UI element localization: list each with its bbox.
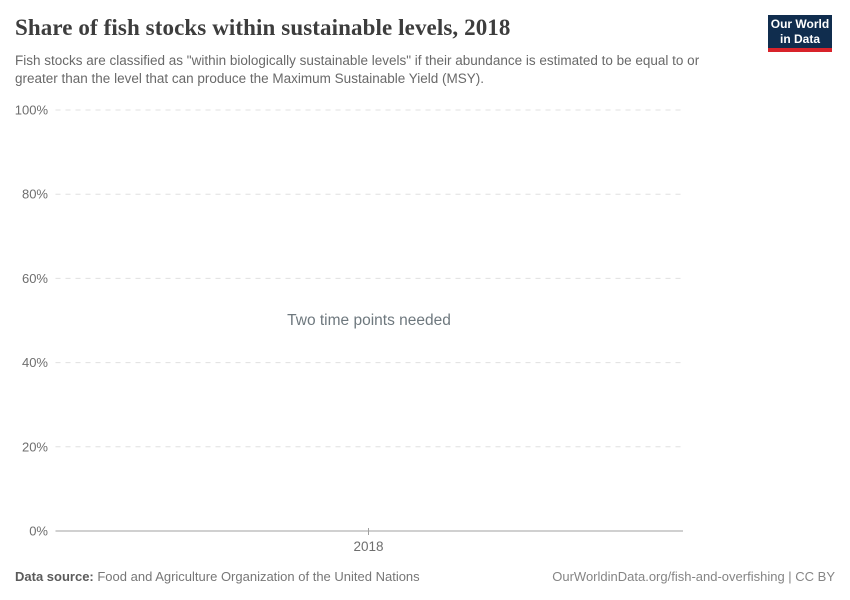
x-tick-label: 2018	[353, 539, 383, 554]
chart-title: Share of fish stocks within sustainable …	[15, 15, 511, 40]
owid-logo-line1: Our World	[770, 17, 830, 32]
y-tick-label: 40%	[22, 355, 48, 370]
data-source-value: Food and Agriculture Organization of the…	[93, 569, 420, 584]
y-tick-label: 100%	[15, 103, 49, 118]
chart-footer: Data source: Food and Agriculture Organi…	[15, 569, 835, 584]
y-tick-label: 80%	[22, 187, 48, 202]
attribution-link[interactable]: OurWorldinData.org/fish-and-overfishing …	[552, 569, 835, 584]
y-tick-label: 0%	[29, 524, 48, 539]
y-tick-label: 60%	[22, 271, 48, 286]
data-source-label: Data source:	[15, 569, 94, 584]
y-tick-label: 20%	[22, 439, 48, 454]
chart-subtitle: Fish stocks are classified as "within bi…	[15, 53, 700, 87]
empty-state-message: Two time points needed	[287, 312, 451, 329]
data-source-note: Data source: Food and Agriculture Organi…	[15, 569, 420, 584]
owid-logo[interactable]: Our World in Data	[768, 15, 832, 52]
owid-logo-line2: in Data	[779, 31, 820, 46]
